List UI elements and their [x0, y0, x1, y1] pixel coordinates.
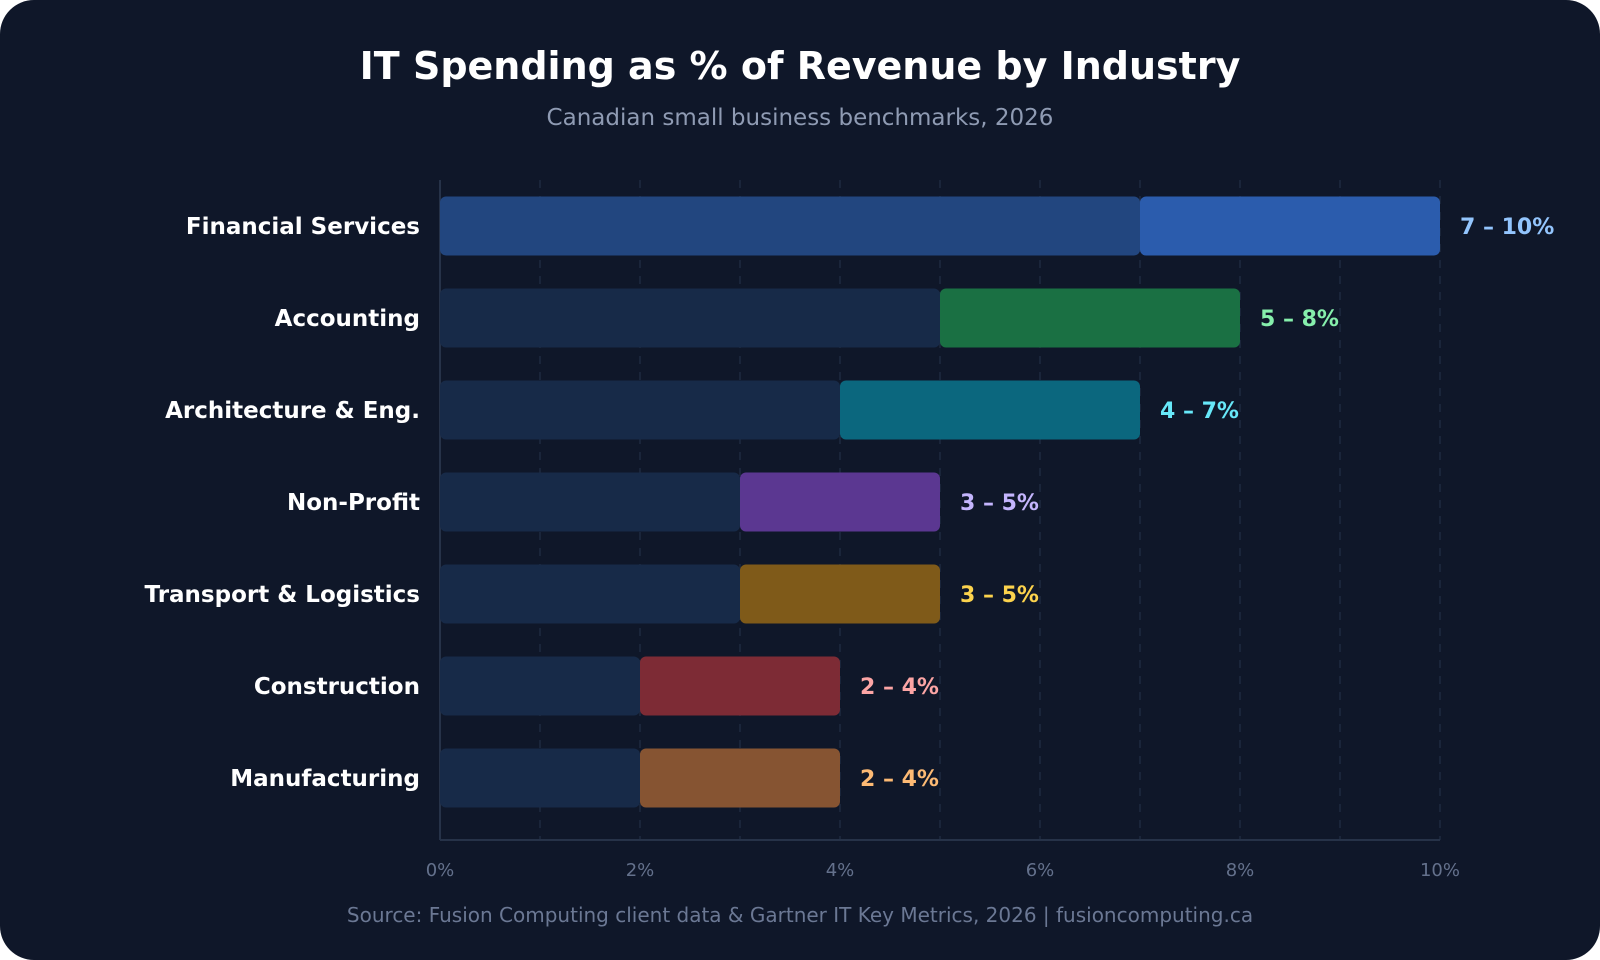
- base-bar: [440, 472, 740, 532]
- x-tick-label: 4%: [826, 860, 855, 881]
- data-label: 3 – 5%: [960, 491, 1039, 516]
- category-label: Construction: [254, 674, 420, 700]
- x-tick-label: 10%: [1420, 860, 1460, 881]
- base-bar: [440, 288, 940, 348]
- data-label: 2 – 4%: [860, 675, 939, 700]
- data-label: 5 – 8%: [1260, 307, 1339, 332]
- data-label: 3 – 5%: [960, 583, 1039, 608]
- category-label: Manufacturing: [230, 766, 420, 792]
- range-bar: [1140, 196, 1440, 256]
- chart-source: Source: Fusion Computing client data & G…: [346, 903, 1254, 927]
- category-label: Transport & Logistics: [145, 582, 420, 608]
- category-label: Accounting: [275, 306, 420, 332]
- x-tick-label: 0%: [426, 860, 455, 881]
- range-bar: [840, 380, 1140, 440]
- base-bar: [440, 748, 640, 808]
- x-tick-label: 6%: [1026, 860, 1055, 881]
- range-bar: [740, 564, 940, 624]
- category-label: Financial Services: [186, 214, 420, 240]
- chart-subtitle: Canadian small business benchmarks, 2026: [546, 105, 1054, 131]
- data-label: 4 – 7%: [1160, 399, 1239, 424]
- range-bar: [740, 472, 940, 532]
- base-bar: [440, 656, 640, 716]
- x-tick-label: 8%: [1226, 860, 1255, 881]
- chart-title: IT Spending as % of Revenue by Industry: [359, 44, 1241, 88]
- x-tick-label: 2%: [626, 860, 655, 881]
- data-label: 2 – 4%: [860, 767, 939, 792]
- range-bar: [640, 656, 840, 716]
- range-bar: [640, 748, 840, 808]
- base-bar: [440, 196, 1140, 256]
- base-bar: [440, 380, 840, 440]
- data-label: 7 – 10%: [1460, 215, 1554, 240]
- range-bar: [940, 288, 1240, 348]
- category-label: Architecture & Eng.: [165, 398, 420, 424]
- category-label: Non-Profit: [287, 490, 420, 516]
- base-bar: [440, 564, 740, 624]
